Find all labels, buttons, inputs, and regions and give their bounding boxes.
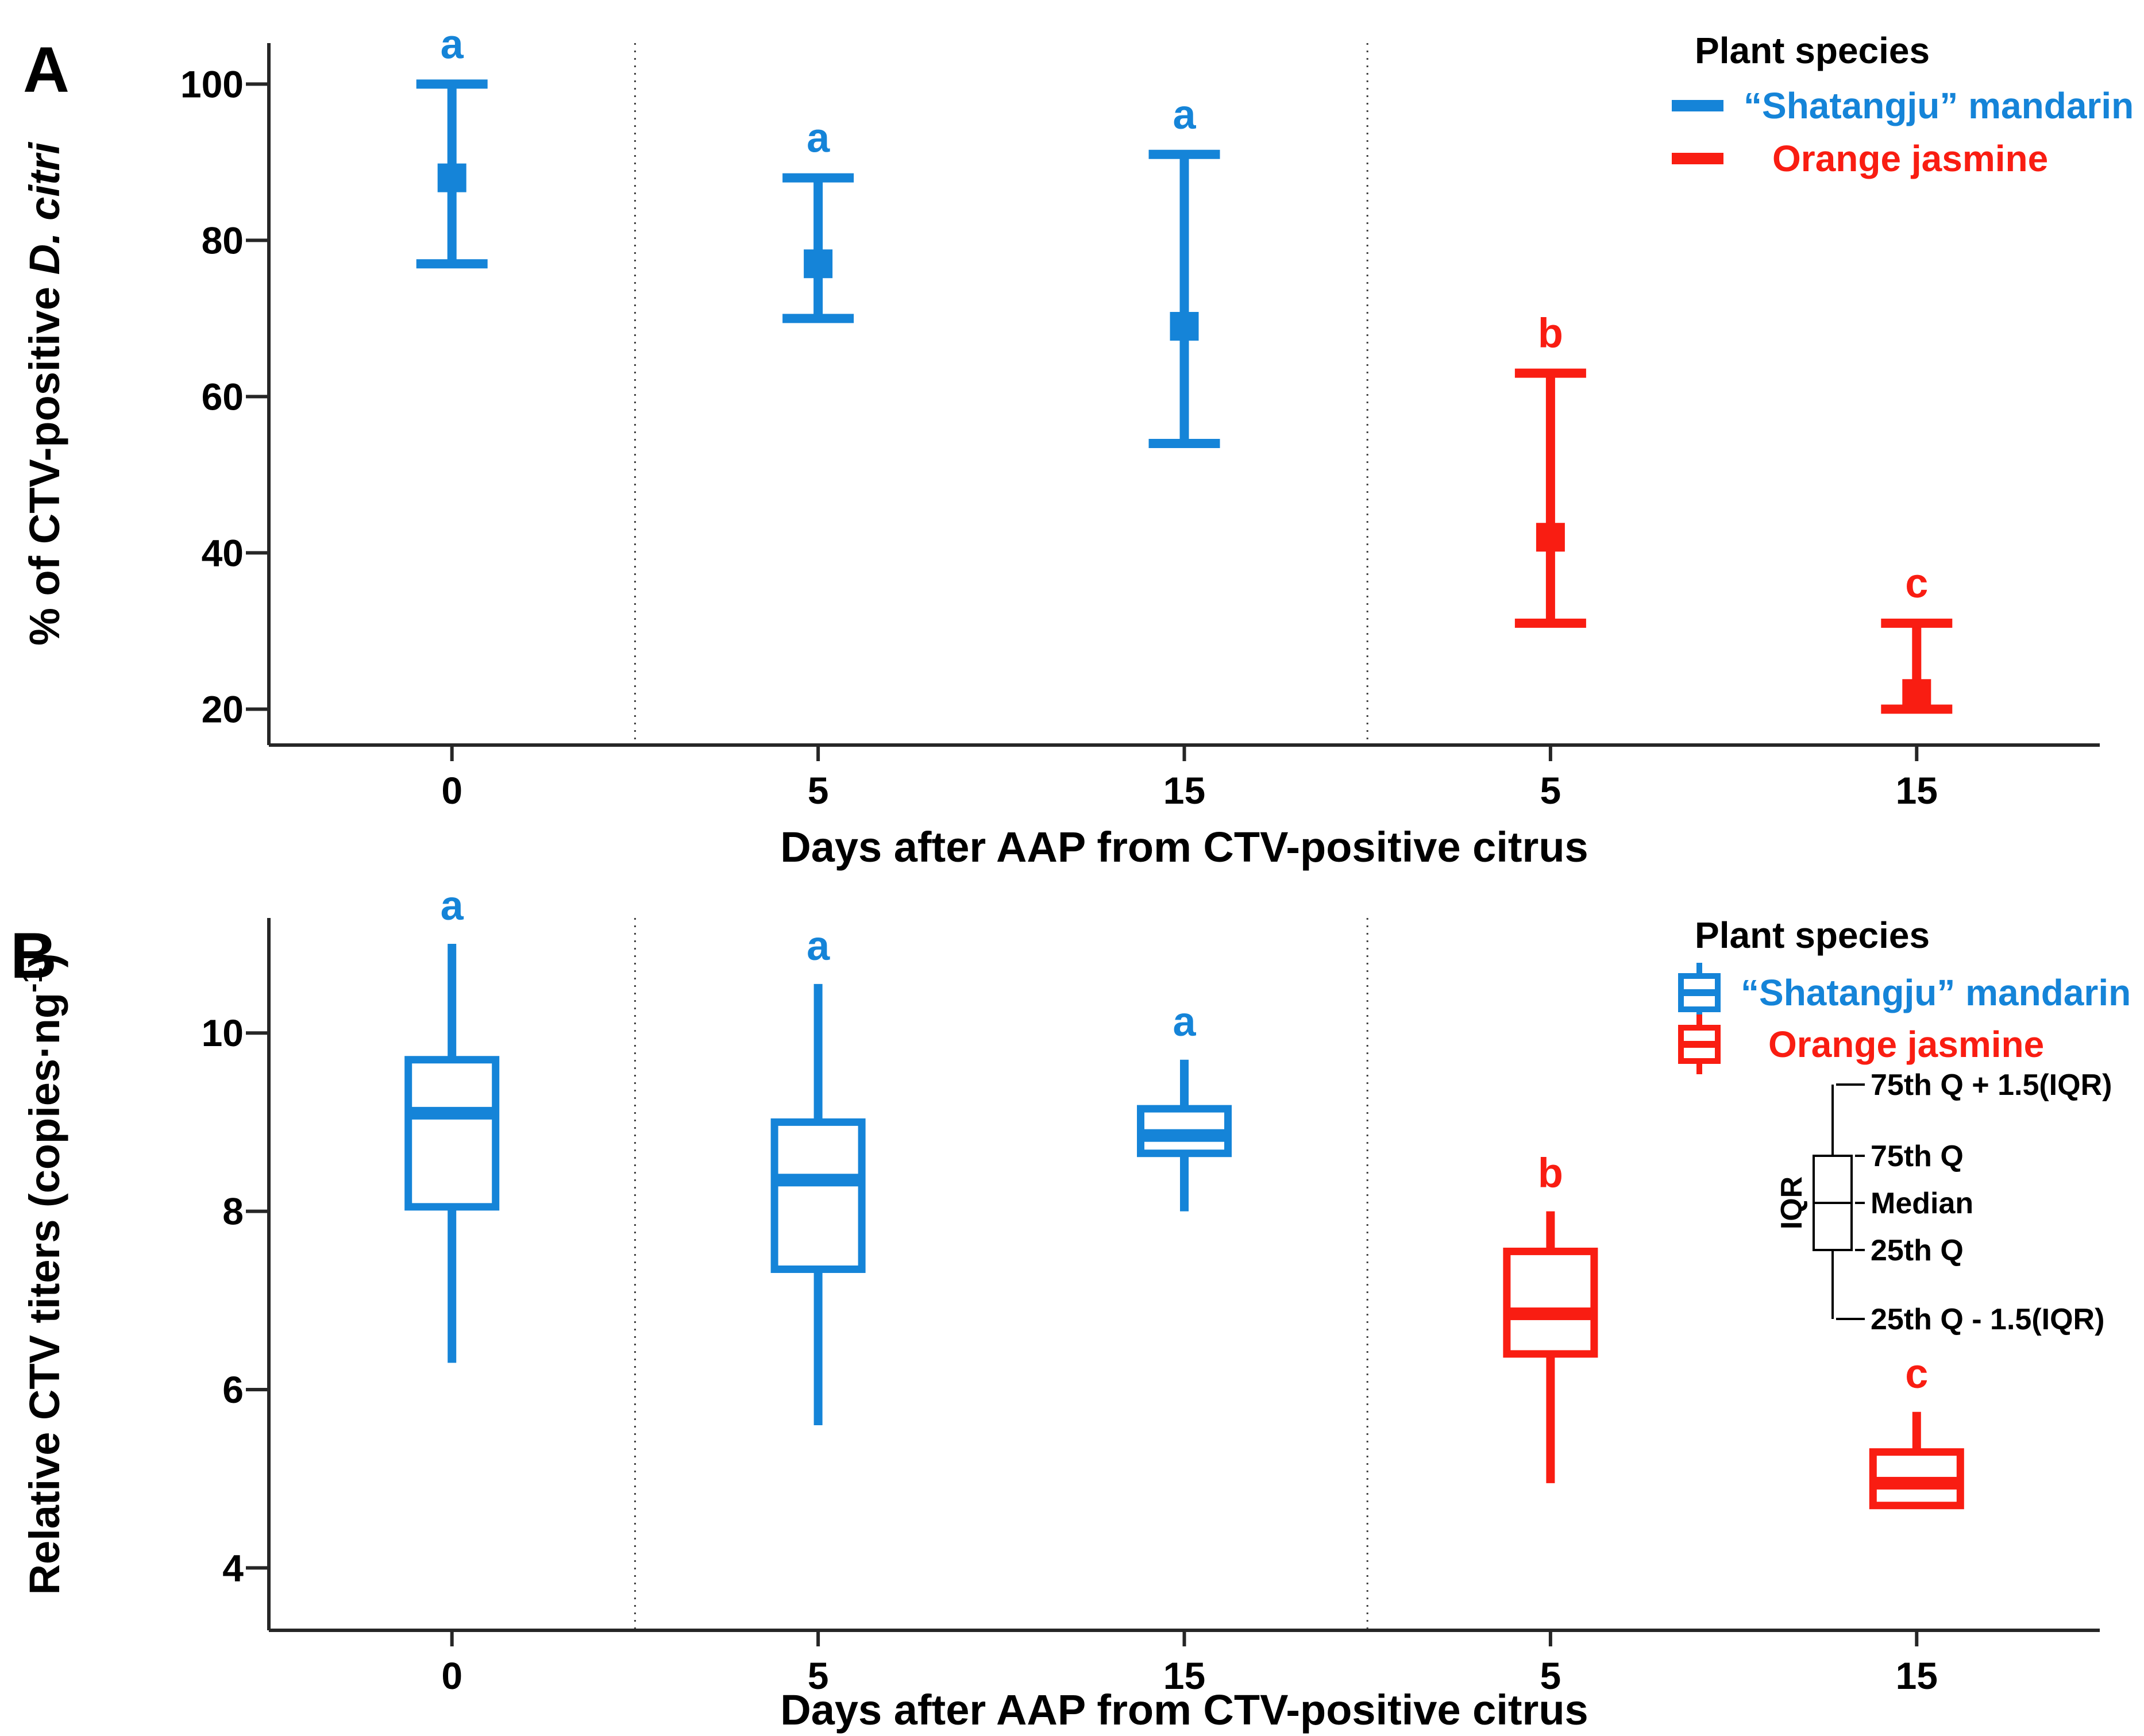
significance-letter: b (1538, 1151, 1563, 1197)
x-tick-label: 15 (1163, 769, 1205, 812)
y-axis-title-part: -1 (17, 967, 48, 993)
box-plot-jasmine-day15: c (1869, 1351, 1964, 1510)
legend-title: Plant species (1695, 30, 1930, 71)
legend-item-label: “Shatangju” mandarin (1744, 85, 2134, 126)
x-tick-label: 15 (1896, 769, 1938, 812)
y-tick-label: 40 (202, 531, 244, 574)
x-tick-label: 5 (808, 769, 829, 812)
legend-key-dash (1672, 153, 1723, 164)
panel-a: A 20 40 60 80 100 0 5 15 5 15 Days after AAP from C… (21, 21, 2134, 871)
y-tick-label: 6 (222, 1368, 244, 1411)
mean-marker (437, 163, 466, 192)
median-line (1140, 1129, 1228, 1142)
box-plot-mandarin-day0: a (404, 883, 500, 1363)
error-bar-jasmine-day15: c (1881, 561, 1953, 714)
anatomy-label: 25th Q - 1.5(IQR) (1871, 1303, 2104, 1336)
box-iqr (1503, 1247, 1598, 1358)
anatomy-label: 75th Q (1871, 1140, 1964, 1173)
x-tick-label: 0 (441, 769, 462, 812)
box-iqr (404, 1056, 500, 1211)
error-bar-mandarin-day0: a (416, 21, 488, 269)
y-axis-title-part: Relative CTV titers (copies·ng (21, 993, 68, 1595)
significance-letter: a (807, 115, 830, 161)
y-axis-title-part: ) (21, 954, 68, 968)
x-tick-label: 15 (1896, 1654, 1938, 1697)
y-tick-label: 100 (180, 63, 244, 105)
legend-title: Plant species (1695, 915, 1930, 956)
significance-letter: a (1173, 999, 1196, 1045)
panel-label-B: B (10, 920, 57, 992)
legend-item-label: Orange jasmine (1768, 1024, 2044, 1065)
x-axis-title: Days after AAP from CTV-positive citrus (780, 823, 1588, 871)
significance-letter: c (1905, 1351, 1928, 1397)
legend-key-boxplot-median (1681, 1041, 1718, 1048)
boxplot-anatomy-legend: 75th Q + 1.5(IQR) 75th Q Median 25th Q 25th … (1775, 1068, 2112, 1336)
x-tick-label: 15 (1163, 1654, 1205, 1697)
legend-key-dash (1672, 100, 1723, 111)
anatomy-iqr-label: IQR (1775, 1176, 1808, 1229)
x-tick-label: 5 (808, 1654, 829, 1697)
y-axis-title-part: % of CTV-positive (21, 275, 68, 646)
x-tick-label: 0 (441, 1654, 462, 1697)
mean-marker (804, 249, 833, 279)
panel-label-A: A (23, 34, 70, 106)
x-axis-title: Days after AAP from CTV-positive citrus (780, 1686, 1588, 1734)
mean-marker (1902, 679, 1931, 708)
y-tick-label: 4 (222, 1546, 244, 1589)
median-line (1506, 1307, 1594, 1321)
y-tick-label: 80 (202, 219, 244, 261)
anatomy-label: 75th Q + 1.5(IQR) (1871, 1068, 2112, 1102)
y-tick-label: 10 (202, 1012, 244, 1054)
y-tick-label: 8 (222, 1190, 244, 1233)
significance-letter: c (1905, 561, 1928, 607)
x-tick-label: 5 (1540, 769, 1561, 812)
legend-item-label: “Shatangju” mandarin (1741, 972, 2131, 1013)
anatomy-label: 25th Q (1871, 1234, 1964, 1267)
median-line (774, 1174, 862, 1187)
anatomy-label: Median (1871, 1187, 1973, 1220)
box-iqr (770, 1118, 866, 1273)
box-plot-mandarin-day15: a (1137, 999, 1232, 1212)
y-axis-title-part: D. citri (21, 142, 68, 275)
mean-marker (1536, 523, 1565, 552)
error-bar-jasmine-day5: b (1514, 311, 1586, 628)
y-axis-title: Relative CTV titers (copies·ng-1) (17, 954, 68, 1595)
box-plot-mandarin-day5: a (770, 923, 866, 1426)
box-plot-jasmine-day5: b (1503, 1151, 1598, 1483)
error-bar-mandarin-day15: a (1148, 92, 1220, 449)
significance-letter: a (807, 923, 830, 969)
median-line (408, 1106, 496, 1120)
mean-marker (1170, 312, 1199, 341)
median-line (1873, 1476, 1961, 1490)
significance-letter: a (441, 21, 464, 67)
legend-key-boxplot-median (1681, 989, 1718, 996)
y-tick-label: 20 (202, 688, 244, 730)
significance-letter: a (1173, 92, 1196, 138)
significance-letter: a (441, 883, 464, 929)
y-tick-label: 60 (202, 375, 244, 418)
significance-letter: b (1538, 311, 1563, 357)
error-bar-mandarin-day5: a (782, 115, 854, 323)
legend-item-label: Orange jasmine (1772, 138, 2048, 179)
x-tick-label: 5 (1540, 1654, 1561, 1697)
y-axis-title: % of CTV-positive D. citri (21, 142, 68, 646)
